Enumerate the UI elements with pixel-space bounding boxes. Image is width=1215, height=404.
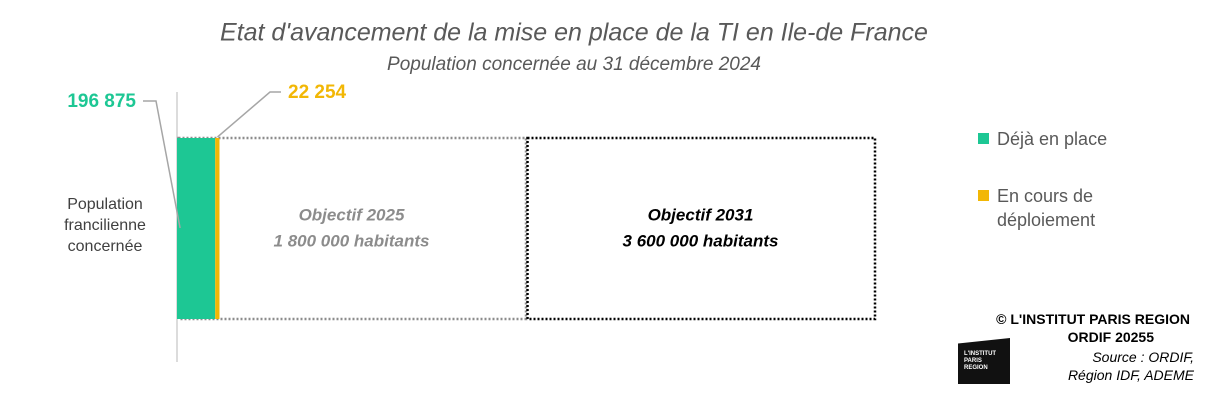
logo-text: REGION: [964, 365, 988, 371]
legend-item: Déjà en place: [978, 127, 1157, 151]
leader-line: [143, 100, 181, 229]
objective-value: 1 800 000 habitants: [274, 231, 430, 250]
source-line: Région IDF, ADEME: [1067, 367, 1194, 383]
legend-label: Déjà en place: [997, 129, 1108, 149]
legend-label: En cours de déploiement: [997, 186, 1096, 230]
logo-text: PARIS: [964, 358, 982, 364]
logo: L'INSTITUT PARIS REGION: [958, 338, 1010, 384]
value-label: 196 875: [67, 91, 136, 112]
objective-value: 3 600 000 habitants: [623, 231, 779, 250]
legend-swatch: [978, 133, 989, 144]
source-line: Source : ORDIF,: [1092, 349, 1194, 365]
objective-label: Objectif 2031: [648, 205, 754, 224]
bar-segment: [215, 138, 220, 319]
copyright: © L'INSTITUT PARIS REGION: [996, 311, 1190, 327]
footer-credit: © L'INSTITUT PARIS REGION ORDIF 20255: [900, 310, 1190, 346]
objective-label: Objectif 2025: [299, 205, 405, 224]
leader-line: [216, 91, 281, 138]
logo-text: L'INSTITUT: [964, 351, 997, 357]
bar-segment: [177, 138, 216, 319]
objective-box: [526, 136, 877, 321]
code: ORDIF 20255: [1067, 329, 1154, 345]
objective-box: [177, 136, 528, 321]
chart-title: Etat d'avancement de la mise en place de…: [220, 19, 928, 47]
category-label: Population francilienne concernée: [64, 196, 146, 255]
legend-swatch: [978, 190, 989, 201]
chart-subtitle: Population concernée au 31 décembre 2024: [387, 54, 761, 75]
value-label: 22 254: [288, 82, 347, 103]
legend-item: En cours de déploiement: [978, 184, 1107, 232]
source: Source : ORDIF, Région IDF, ADEME: [1010, 348, 1194, 384]
